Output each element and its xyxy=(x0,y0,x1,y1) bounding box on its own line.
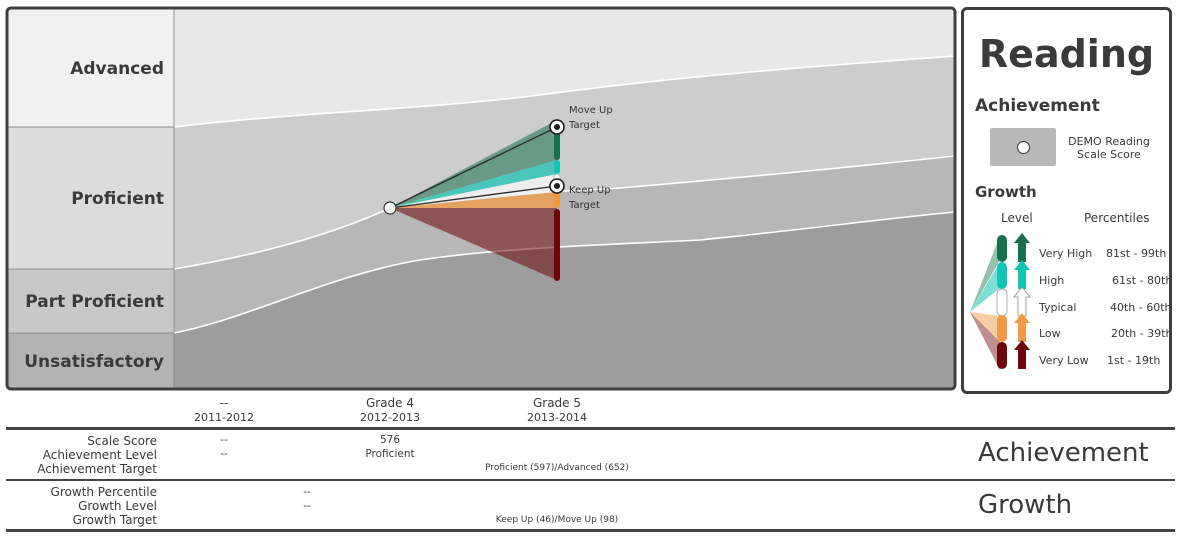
band-advanced xyxy=(174,9,955,127)
move-up-target-marker-center xyxy=(554,124,560,130)
move-up-target-label-line-2: Target xyxy=(568,120,600,131)
growth-bottom-rule xyxy=(6,529,1175,532)
legend-growth-range-low: 20th - 39th xyxy=(1111,327,1173,340)
level-label-proficient: Proficient xyxy=(71,189,164,209)
row-label-growth-percentile: Growth Percentile xyxy=(50,485,157,499)
school-year-label: 2011-2012 xyxy=(194,411,254,424)
row-label-achievement-level: Achievement Level xyxy=(42,448,157,462)
row-label-growth-level: Growth Level xyxy=(78,499,157,513)
school-year-label: 2012-2013 xyxy=(360,411,420,424)
grade-label: -- xyxy=(219,396,229,410)
level-label-cell-3 xyxy=(8,269,174,333)
school-year-label: 2013-2014 xyxy=(527,411,587,424)
legend-growth-range-high: 61st - 80th xyxy=(1112,274,1173,287)
grade-label: Grade 5 xyxy=(532,396,582,410)
legend-fan-very-high xyxy=(970,236,1000,312)
achievement-top-rule xyxy=(6,427,1175,430)
year-column-2011-2012: -- 2011-2012 xyxy=(194,396,254,424)
legend-subject-title: Reading xyxy=(978,32,1155,76)
move-up-target-line xyxy=(389,126,558,209)
legend-score-label-line2: Scale Score xyxy=(1077,148,1141,161)
band-boundary-line-1 xyxy=(173,55,956,128)
row-label-achievement-target: Achievement Target xyxy=(37,462,157,476)
year-column-2012-2013: Grade 4 2012-2013 xyxy=(360,396,420,424)
growth-target-value: Keep Up (46)/Move Up (98) xyxy=(495,515,619,525)
fan-low xyxy=(390,192,557,208)
level-label-cell-4 xyxy=(8,333,174,389)
level-label-advanced: Advanced xyxy=(70,59,164,79)
legend-growth-heading: Growth xyxy=(975,183,1037,201)
legend-bar-high xyxy=(997,262,1007,289)
keep-up-target-marker-center xyxy=(554,183,560,189)
fan-typical xyxy=(390,174,557,208)
score-marker-icon xyxy=(1017,141,1030,154)
band-part-proficient xyxy=(174,156,955,333)
legend-growth-name-very-high: Very High xyxy=(1039,247,1093,260)
legend-achievement-heading: Achievement xyxy=(975,96,1100,116)
keep-up-target-label-line-1: Keep Up xyxy=(569,185,611,196)
legend-fan-low xyxy=(970,312,1000,342)
level-label-cell-1 xyxy=(8,9,174,127)
year-column-2013-2014: Grade 5 2013-2014 xyxy=(527,396,587,424)
legend-growth-name-low: Low xyxy=(1039,327,1061,340)
keep-up-target-line xyxy=(389,185,558,209)
arrow-up-icon-very-low xyxy=(1014,340,1030,369)
growth-legend-graphic xyxy=(970,233,1031,370)
legend-growth-range-very-low: 1st - 19th xyxy=(1107,354,1161,367)
level-label-part-proficient: Part Proficient xyxy=(25,292,164,312)
arrow-up-icon-low xyxy=(1014,313,1030,342)
achievement-section-title: Achievement xyxy=(978,438,1149,468)
growth-top-rule xyxy=(6,479,1175,481)
legend-fan-very-low xyxy=(970,312,1000,370)
grade-label: Grade 4 xyxy=(365,396,415,410)
legend-score-label-line1: DEMO Reading xyxy=(1068,135,1150,148)
move-up-target-label-line-1: Move Up xyxy=(569,105,613,116)
legend-bar-low xyxy=(997,315,1007,342)
row-label-growth-target: Growth Target xyxy=(72,513,157,527)
legend-growth-range-typical: 40th - 60th xyxy=(1110,301,1172,314)
growth-bar-high xyxy=(554,160,560,174)
legend-col-percentiles: Percentiles xyxy=(1084,211,1150,225)
legend-bar-very-high xyxy=(997,235,1007,262)
scale-score-2011: -- xyxy=(220,434,228,446)
chart-border xyxy=(5,6,957,391)
growth-section-title: Growth xyxy=(978,490,1073,520)
growth-percentile-value: -- xyxy=(303,486,311,498)
level-label-cell-2 xyxy=(8,127,174,269)
band-proficient xyxy=(174,56,955,269)
legend-panel: Reading Achievement DEMO Reading Scale S… xyxy=(961,7,1173,394)
current-score-marker xyxy=(383,201,397,215)
legend-bar-typical xyxy=(996,288,1008,317)
legend-col-level: Level xyxy=(1001,211,1033,225)
scale-score-2012: 576 xyxy=(379,434,401,446)
fan-very-high xyxy=(390,120,557,208)
row-label-scale-score: Scale Score xyxy=(87,434,157,448)
legend-growth-name-high: High xyxy=(1039,274,1065,287)
achievement-target-2013: Proficient (597)/Advanced (652) xyxy=(485,463,629,473)
legend-bar-very-low xyxy=(997,342,1007,369)
arrow-up-icon-very-high xyxy=(1014,233,1030,262)
legend-fan-high xyxy=(970,262,1000,312)
legend-score-swatch xyxy=(990,128,1056,166)
keep-up-target-label-line-2: Target xyxy=(568,200,600,211)
growth-bar-very-high xyxy=(554,131,560,160)
level-label-unsatisfactory: Unsatisfactory xyxy=(24,352,164,372)
growth-bar-low xyxy=(554,193,560,208)
arrow-up-icon-typical xyxy=(1013,286,1031,317)
achievement-level-2012: Proficient xyxy=(365,448,415,460)
achievement-growth-chart: Advanced Proficient Part Proficient Unsatis… xyxy=(5,6,957,391)
growth-bar-very-low xyxy=(554,209,560,281)
legend-growth-name-very-low: Very Low xyxy=(1039,354,1089,367)
achievement-level-2011: -- xyxy=(220,448,228,460)
arrow-up-icon-high xyxy=(1014,260,1030,289)
growth-level-value: -- xyxy=(303,500,311,512)
legend-growth-range-very-high: 81st - 99th xyxy=(1106,247,1167,260)
fan-high xyxy=(390,160,557,208)
fan-very-low xyxy=(390,208,557,280)
band-unsatisfactory xyxy=(174,212,955,389)
legend-growth-name-typical: Typical xyxy=(1039,301,1077,314)
